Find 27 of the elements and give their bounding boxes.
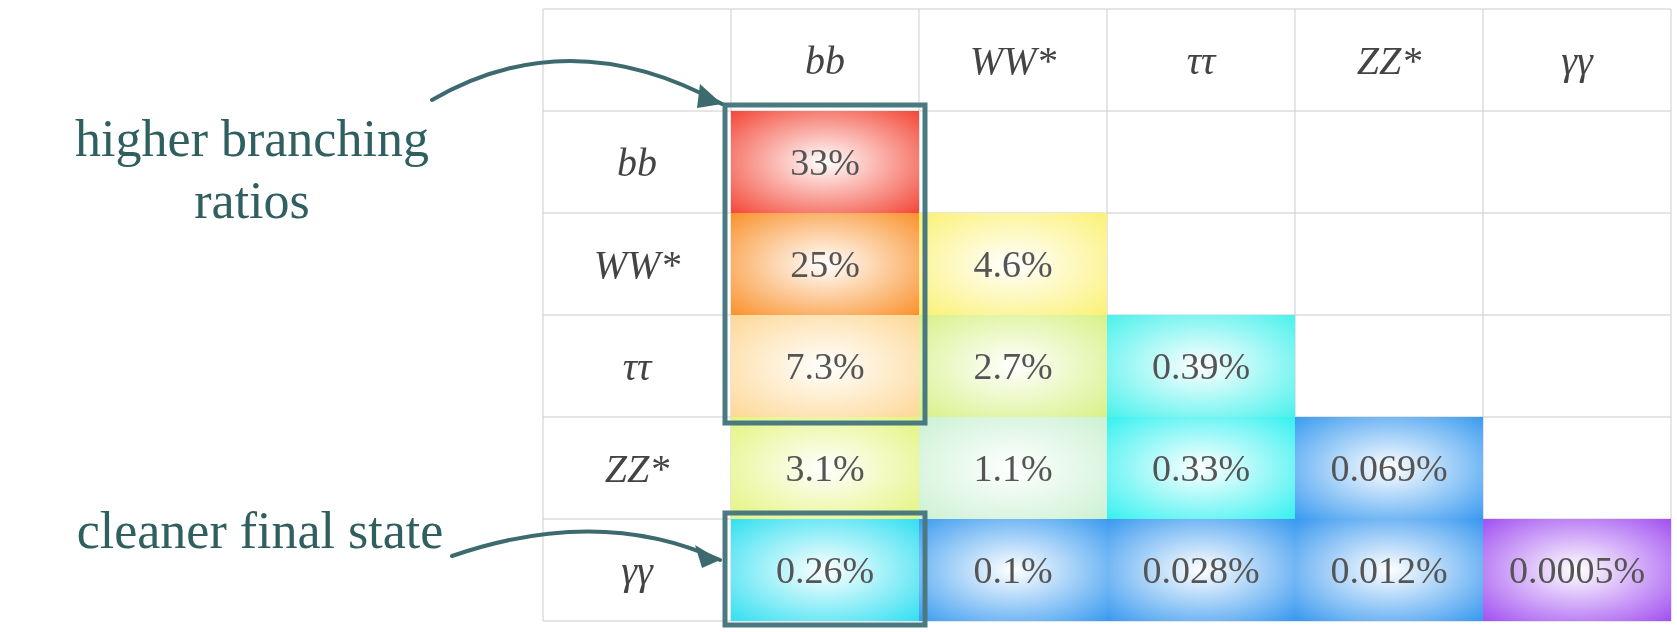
x-tick-label: ττ [1186, 38, 1217, 83]
data-label: 4.6% [973, 243, 1053, 285]
data-label: 0.33% [1151, 447, 1251, 489]
data-label: 0.012% [1330, 549, 1448, 591]
x-tick-label: γγ [1561, 38, 1594, 83]
data-label: 0.0005% [1508, 549, 1646, 591]
data-label: 0.069% [1330, 447, 1448, 489]
y-tick-label: bb [617, 140, 657, 185]
text: higher branching ratios [74, 109, 430, 231]
data-label: 1.1% [973, 447, 1053, 489]
data-label: 0.1% [973, 549, 1053, 591]
y-tick-label: ττ [622, 344, 653, 389]
data-label: 3.1% [785, 447, 865, 489]
data-label: 25% [790, 243, 860, 285]
data-label: 2.7% [973, 345, 1053, 387]
data-label: 0.39% [1151, 345, 1251, 387]
text: cleaner final state [75, 501, 445, 561]
y-tick-label: WW* [593, 242, 681, 287]
x-tick-label: WW* [969, 38, 1057, 83]
data-label: 0.028% [1142, 549, 1260, 591]
data-label: 7.3% [785, 345, 865, 387]
x-tick-label: bb [805, 38, 845, 83]
y-tick-label: ZZ* [604, 446, 670, 491]
data-label: 33% [790, 141, 860, 183]
y-tick-label: γγ [621, 548, 654, 593]
x-tick-label: ZZ* [1356, 38, 1422, 83]
data-label: 0.26% [775, 549, 875, 591]
